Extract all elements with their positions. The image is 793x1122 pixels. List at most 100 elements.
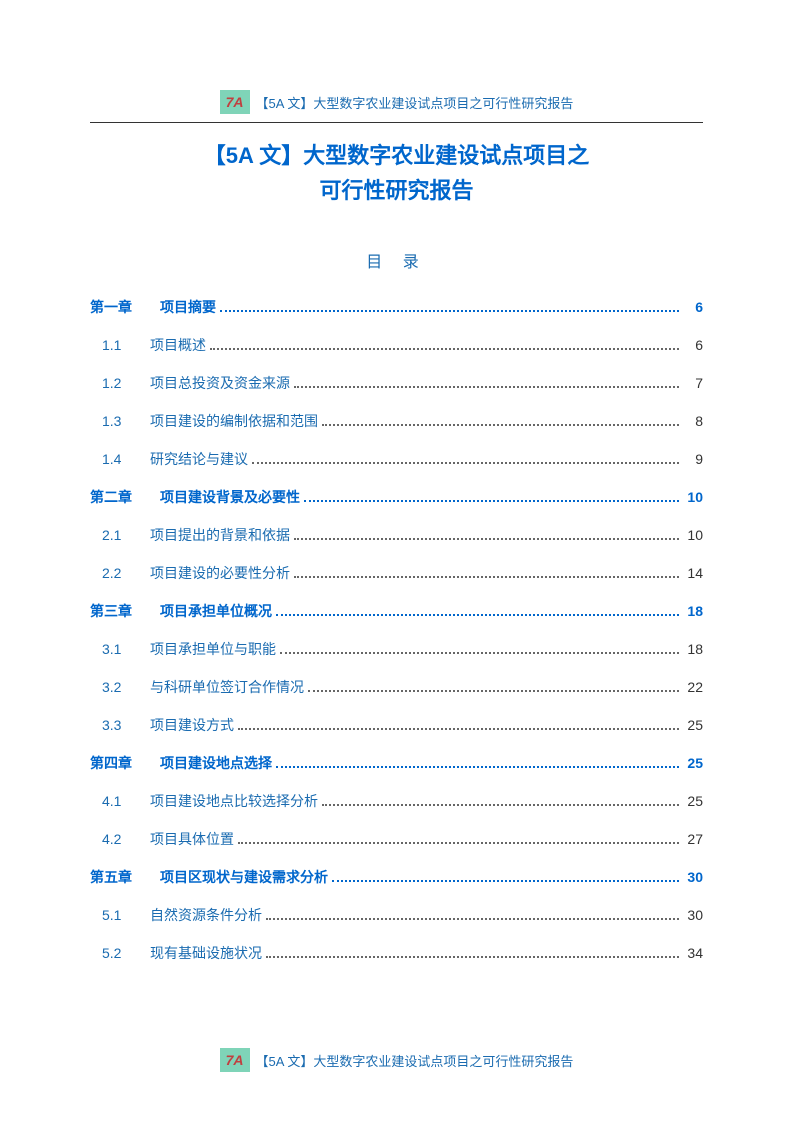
header-divider bbox=[90, 122, 703, 123]
toc-leader-dots bbox=[276, 614, 679, 616]
toc-row[interactable]: 2.1项目提出的背景和依据 10 bbox=[90, 525, 703, 545]
toc-number: 1.1 bbox=[102, 337, 150, 353]
toc-row[interactable]: 4.2项目具体位置 27 bbox=[90, 829, 703, 849]
toc-leader-dots bbox=[220, 310, 679, 312]
toc-page-number: 9 bbox=[683, 451, 703, 467]
toc-label: 与科研单位签订合作情况 bbox=[150, 677, 304, 697]
toc-label: 项目区现状与建设需求分析 bbox=[160, 867, 328, 887]
toc-number: 3.3 bbox=[102, 717, 150, 733]
toc-leader-dots bbox=[252, 462, 679, 464]
toc-leader-dots bbox=[294, 576, 679, 578]
toc-number: 1.2 bbox=[102, 375, 150, 391]
toc-label: 研究结论与建议 bbox=[150, 449, 248, 469]
toc-page-number: 25 bbox=[683, 717, 703, 733]
toc-page-number: 25 bbox=[683, 793, 703, 809]
toc-label: 自然资源条件分析 bbox=[150, 905, 262, 925]
toc-leader-dots bbox=[304, 500, 679, 502]
header-text: 【5A 文】大型数字农业建设试点项目之可行性研究报告 bbox=[256, 93, 574, 112]
toc-page-number: 10 bbox=[683, 527, 703, 543]
toc-row[interactable]: 2.2项目建设的必要性分析 14 bbox=[90, 563, 703, 583]
toc-row[interactable]: 3.3项目建设方式 25 bbox=[90, 715, 703, 735]
table-of-contents: 第一章项目摘要61.1项目概述61.2项目总投资及资金来源71.3项目建设的编制… bbox=[90, 297, 703, 963]
toc-label: 项目建设背景及必要性 bbox=[160, 487, 300, 507]
toc-leader-dots bbox=[322, 804, 679, 806]
toc-row[interactable]: 1.4研究结论与建议 9 bbox=[90, 449, 703, 469]
toc-label: 项目建设地点选择 bbox=[160, 753, 272, 773]
toc-number: 5.2 bbox=[102, 945, 150, 961]
toc-row[interactable]: 第四章项目建设地点选择 25 bbox=[90, 753, 703, 773]
header-banner: 7A 【5A 文】大型数字农业建设试点项目之可行性研究报告 bbox=[90, 90, 703, 114]
toc-label: 项目具体位置 bbox=[150, 829, 234, 849]
toc-page-number: 7 bbox=[683, 375, 703, 391]
toc-row[interactable]: 4.1项目建设地点比较选择分析 25 bbox=[90, 791, 703, 811]
title-line-1: 【5A 文】大型数字农业建设试点项目之 bbox=[90, 138, 703, 173]
toc-row[interactable]: 第五章项目区现状与建设需求分析 30 bbox=[90, 867, 703, 887]
toc-page-number: 18 bbox=[683, 603, 703, 619]
toc-label: 项目总投资及资金来源 bbox=[150, 373, 290, 393]
toc-page-number: 27 bbox=[683, 831, 703, 847]
toc-page-number: 30 bbox=[683, 869, 703, 885]
toc-number: 4.1 bbox=[102, 793, 150, 809]
toc-number: 第三章 bbox=[90, 601, 160, 621]
toc-row[interactable]: 1.3项目建设的编制依据和范围 8 bbox=[90, 411, 703, 431]
header-badge: 7A bbox=[220, 90, 250, 114]
toc-leader-dots bbox=[294, 386, 679, 388]
toc-number: 3.2 bbox=[102, 679, 150, 695]
toc-row[interactable]: 3.1项目承担单位与职能 18 bbox=[90, 639, 703, 659]
toc-page-number: 14 bbox=[683, 565, 703, 581]
toc-row[interactable]: 3.2与科研单位签订合作情况 22 bbox=[90, 677, 703, 697]
toc-page-number: 8 bbox=[683, 413, 703, 429]
toc-number: 1.3 bbox=[102, 413, 150, 429]
toc-label: 项目建设地点比较选择分析 bbox=[150, 791, 318, 811]
toc-number: 5.1 bbox=[102, 907, 150, 923]
toc-number: 第四章 bbox=[90, 753, 160, 773]
toc-page-number: 22 bbox=[683, 679, 703, 695]
toc-row[interactable]: 第三章项目承担单位概况 18 bbox=[90, 601, 703, 621]
footer-banner: 7A 【5A 文】大型数字农业建设试点项目之可行性研究报告 bbox=[0, 1048, 793, 1072]
toc-label: 现有基础设施状况 bbox=[150, 943, 262, 963]
title-line-2: 可行性研究报告 bbox=[90, 173, 703, 208]
toc-row[interactable]: 5.2现有基础设施状况 34 bbox=[90, 943, 703, 963]
toc-number: 4.2 bbox=[102, 831, 150, 847]
toc-number: 3.1 bbox=[102, 641, 150, 657]
page-title: 【5A 文】大型数字农业建设试点项目之 可行性研究报告 bbox=[90, 138, 703, 208]
toc-number: 1.4 bbox=[102, 451, 150, 467]
toc-label: 项目建设方式 bbox=[150, 715, 234, 735]
toc-leader-dots bbox=[332, 880, 679, 882]
toc-page-number: 18 bbox=[683, 641, 703, 657]
toc-row[interactable]: 1.2项目总投资及资金来源 7 bbox=[90, 373, 703, 393]
toc-page-number: 30 bbox=[683, 907, 703, 923]
toc-row[interactable]: 第一章项目摘要 6 bbox=[90, 297, 703, 317]
toc-heading: 目 录 bbox=[90, 248, 703, 272]
toc-label: 项目提出的背景和依据 bbox=[150, 525, 290, 545]
toc-page-number: 6 bbox=[683, 337, 703, 353]
toc-number: 第五章 bbox=[90, 867, 160, 887]
toc-leader-dots bbox=[266, 956, 679, 958]
toc-leader-dots bbox=[322, 424, 679, 426]
toc-number: 2.2 bbox=[102, 565, 150, 581]
toc-leader-dots bbox=[266, 918, 679, 920]
toc-leader-dots bbox=[276, 766, 679, 768]
toc-number: 第二章 bbox=[90, 487, 160, 507]
toc-leader-dots bbox=[308, 690, 679, 692]
toc-leader-dots bbox=[294, 538, 679, 540]
toc-row[interactable]: 5.1自然资源条件分析 30 bbox=[90, 905, 703, 925]
toc-label: 项目摘要 bbox=[160, 297, 216, 317]
toc-leader-dots bbox=[238, 728, 679, 730]
footer-badge: 7A bbox=[220, 1048, 250, 1072]
toc-leader-dots bbox=[210, 348, 679, 350]
footer-text: 【5A 文】大型数字农业建设试点项目之可行性研究报告 bbox=[256, 1051, 574, 1070]
toc-number: 第一章 bbox=[90, 297, 160, 317]
toc-number: 2.1 bbox=[102, 527, 150, 543]
toc-leader-dots bbox=[238, 842, 679, 844]
toc-label: 项目承担单位与职能 bbox=[150, 639, 276, 659]
toc-label: 项目承担单位概况 bbox=[160, 601, 272, 621]
toc-page-number: 25 bbox=[683, 755, 703, 771]
toc-page-number: 34 bbox=[683, 945, 703, 961]
toc-page-number: 6 bbox=[683, 299, 703, 315]
toc-leader-dots bbox=[280, 652, 679, 654]
toc-row[interactable]: 第二章项目建设背景及必要性10 bbox=[90, 487, 703, 507]
toc-label: 项目建设的编制依据和范围 bbox=[150, 411, 318, 431]
toc-label: 项目建设的必要性分析 bbox=[150, 563, 290, 583]
toc-row[interactable]: 1.1项目概述6 bbox=[90, 335, 703, 355]
